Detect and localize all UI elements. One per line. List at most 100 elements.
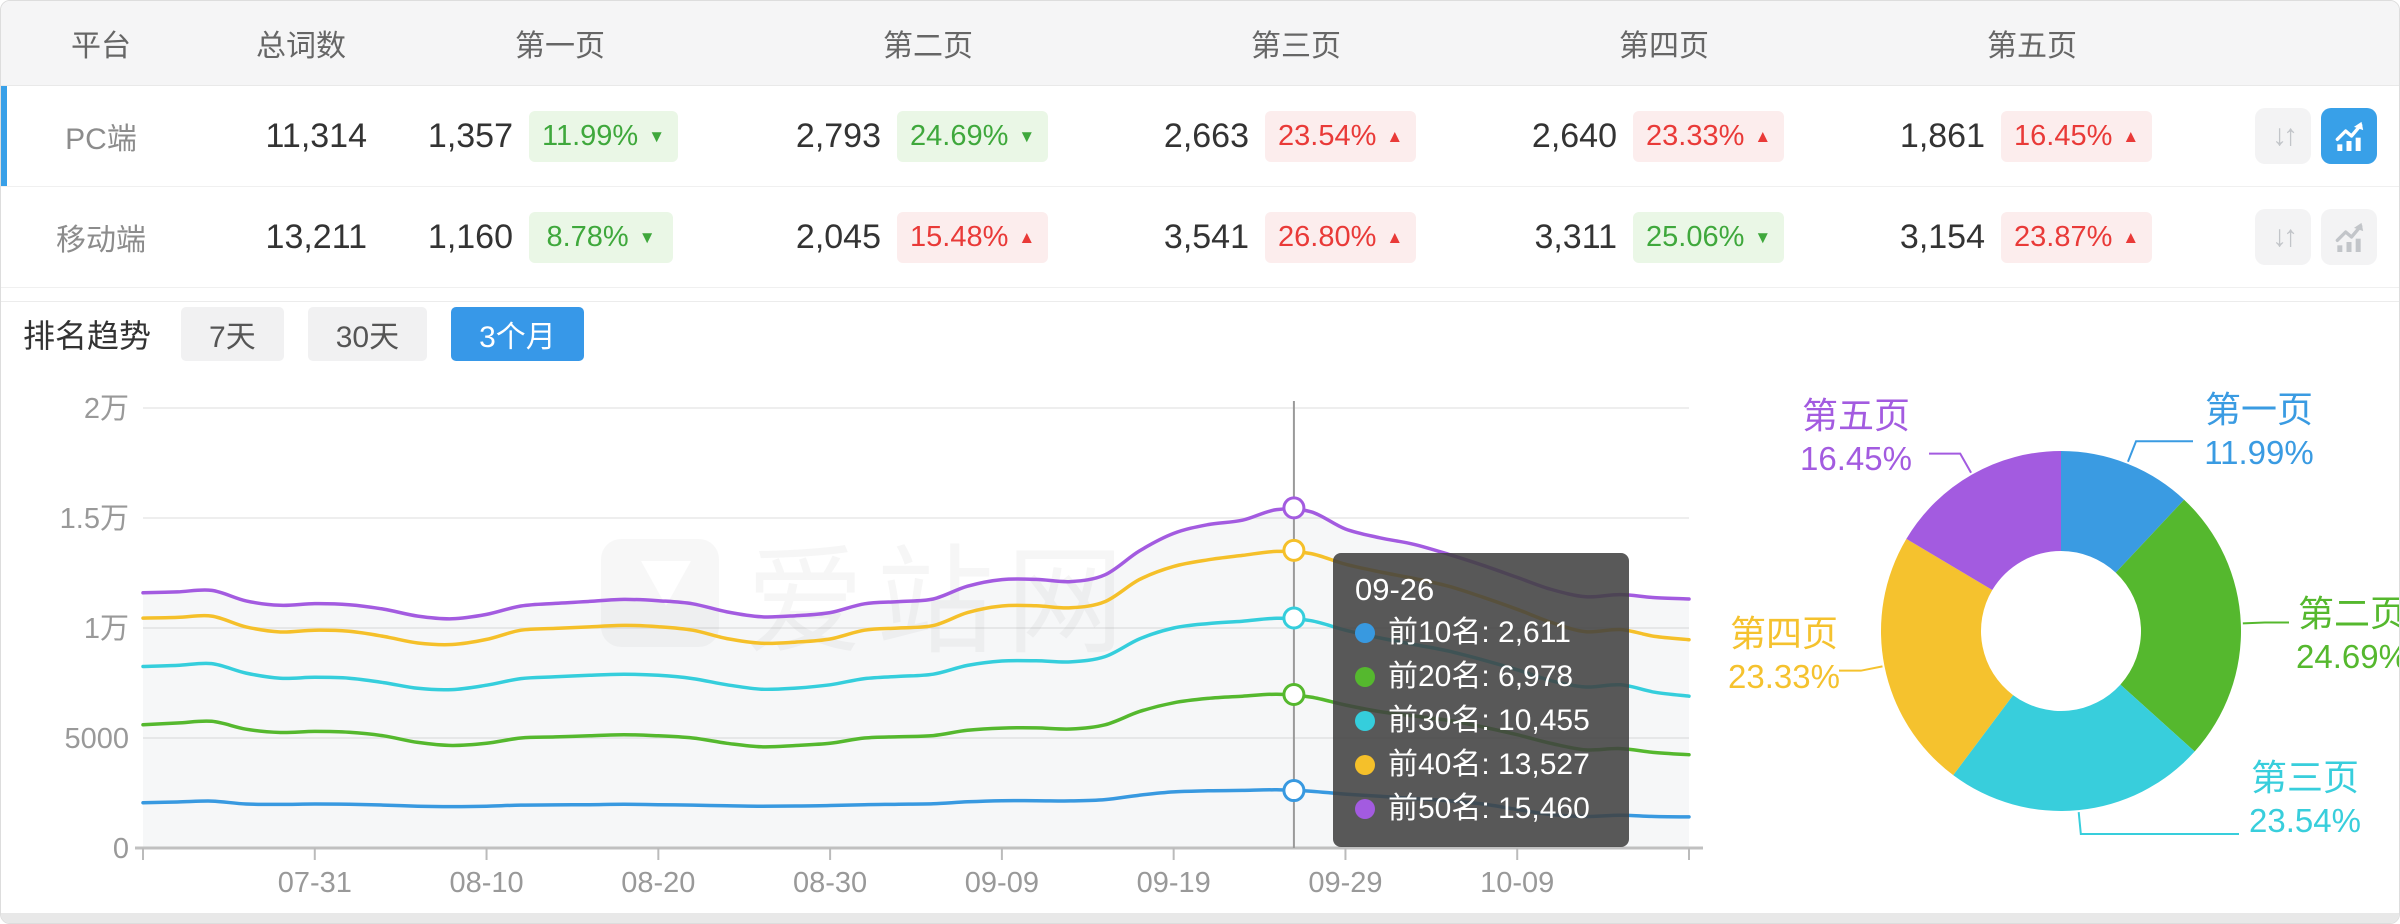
platform-label: PC端 <box>65 123 137 156</box>
series-dot-top20 <box>1355 667 1375 687</box>
total-words-value: 11,314 <box>265 116 367 155</box>
page3-change-badge: 26.80% ▲ <box>1265 211 1417 263</box>
tab-3-months[interactable]: 3个月 <box>451 306 584 361</box>
table-row-pc[interactable]: PC端 11,314 1,357 11.99% ▼ 2,793 24.69% ▼ 2… <box>1 86 2399 187</box>
y-axis-tick-label: 1.5万 <box>60 503 129 535</box>
donut-slice-第二页[interactable] <box>2115 499 2241 752</box>
col-header-page1: 第一页 <box>515 30 605 63</box>
x-axis-tick-label: 08-30 <box>793 867 867 899</box>
page3-count: 2,663 <box>1163 116 1249 155</box>
page4-count: 3,311 <box>1534 217 1617 256</box>
watermark-logo <box>601 539 719 647</box>
trend-arrow-icon: ▼ <box>1018 126 1036 146</box>
trend-arrow-icon: ▲ <box>1018 227 1036 247</box>
col-header-page5: 第五页 <box>1987 30 2077 63</box>
series-dot-top30 <box>1355 711 1375 731</box>
trend-chart-icon <box>2335 121 2364 151</box>
col-header-page3: 第三页 <box>1251 30 1341 63</box>
highlight-marker <box>1282 682 1306 706</box>
donut-label-第五页: 第五页 16.45% <box>1789 393 1923 479</box>
donut-label-name: 第四页 <box>1729 613 1838 654</box>
total-words-value: 13,211 <box>265 217 367 256</box>
donut-label-percent: 11.99% <box>2204 434 2314 471</box>
chart-tooltip: 09-26 前10名: 2,611 前20名: 6,978 前30名: 10,4… <box>1333 553 1629 847</box>
y-axis-tick-label: 1万 <box>84 613 129 645</box>
page3-cell: 2,663 23.54% ▲ <box>1137 110 1505 162</box>
table-header-row: 平台 总词数 第一页 第二页 第三页 第四页 第五页 <box>1 1 2399 86</box>
donut-label-第四页: 第四页 23.33% <box>1725 611 1843 697</box>
page4-cell: 3,311 25.06% ▼ <box>1505 211 1873 263</box>
donut-label-name: 第五页 <box>1801 395 1910 436</box>
page2-cell: 2,793 24.69% ▼ <box>769 110 1137 162</box>
trend-chart-icon <box>2335 222 2364 252</box>
summary-table: 平台 总词数 第一页 第二页 第三页 第四页 第五页 PC端 11,314 1,… <box>1 1 2399 288</box>
donut-slice-第一页[interactable] <box>2061 451 2185 573</box>
table-row-mobile[interactable]: 移动端 13,211 1,160 8.78% ▼ 2,045 15.48% ▲ 3,… <box>1 187 2399 288</box>
sort-compare-button[interactable]: ↓↑ <box>2255 209 2311 265</box>
page1-cell: 1,160 8.78% ▼ <box>401 211 769 263</box>
platform-label: 移动端 <box>56 224 146 257</box>
page3-change-badge: 23.54% ▲ <box>1265 110 1417 162</box>
tab-7-days[interactable]: 7天 <box>181 306 284 361</box>
donut-label-percent: 24.69% <box>2296 638 2400 675</box>
label-leader-line <box>2127 440 2193 463</box>
sort-arrows-icon: ↓↑ <box>2272 220 2298 253</box>
page4-change-badge: 23.33% ▲ <box>1633 110 1785 162</box>
trend-arrow-icon: ▼ <box>648 126 666 146</box>
y-axis-tick-label: 0 <box>113 833 129 865</box>
series-dot-top50 <box>1355 799 1375 819</box>
donut-label-percent: 23.33% <box>1728 658 1840 695</box>
show-trend-chart-button[interactable] <box>2321 108 2377 164</box>
donut-label-第三页: 第三页 23.54% <box>2244 755 2366 841</box>
watermark-text: 爱站网 <box>746 537 1136 669</box>
tab-30-days[interactable]: 30天 <box>307 306 428 361</box>
tooltip-row-top30: 前30名: 10,455 <box>1355 699 1607 743</box>
donut-slice-第三页[interactable] <box>1953 684 2195 811</box>
trend-arrow-icon: ▲ <box>2122 227 2140 247</box>
page5-count: 1,861 <box>1899 116 1985 155</box>
trend-arrow-icon: ▼ <box>1754 227 1772 247</box>
col-header-page2: 第二页 <box>883 30 973 63</box>
page3-count: 3,541 <box>1163 217 1249 256</box>
x-axis-tick-label: 09-09 <box>965 867 1039 899</box>
tooltip-row-top10: 前10名: 2,611 <box>1355 611 1607 655</box>
page2-cell: 2,045 15.48% ▲ <box>769 211 1137 263</box>
page1-change-badge: 8.78% ▼ <box>529 211 673 263</box>
page4-change-badge: 25.06% ▼ <box>1633 211 1785 263</box>
page5-count: 3,154 <box>1899 217 1985 256</box>
page1-cell: 1,357 11.99% ▼ <box>401 110 769 162</box>
label-leader-line <box>1839 665 1883 672</box>
y-axis-tick-label: 5000 <box>64 723 129 755</box>
show-trend-chart-button[interactable] <box>2321 209 2377 265</box>
trend-section-title: 排名趋势 <box>23 317 152 354</box>
x-axis-tick-label: 07-31 <box>278 867 352 899</box>
donut-label-name: 第一页 <box>2204 389 2313 430</box>
donut-slice-第四页[interactable] <box>1881 538 2014 776</box>
page2-count: 2,045 <box>795 217 881 256</box>
donut-label-name: 第二页 <box>2297 593 2400 634</box>
highlight-marker <box>1282 538 1306 562</box>
page2-change-badge: 24.69% ▼ <box>897 110 1049 162</box>
x-axis-tick-label: 09-29 <box>1308 867 1382 899</box>
series-dot-top40 <box>1355 755 1375 775</box>
page1-count: 1,357 <box>427 116 513 155</box>
highlight-marker <box>1282 496 1306 520</box>
tooltip-date: 09-26 <box>1355 572 1435 607</box>
donut-slice-第五页[interactable] <box>1906 451 2061 591</box>
trend-arrow-icon: ▲ <box>2122 126 2140 146</box>
sort-compare-button[interactable]: ↓↑ <box>2255 108 2311 164</box>
page5-cell: 1,861 16.45% ▲ <box>1873 110 2241 162</box>
label-leader-line <box>1929 452 1972 474</box>
trend-arrow-icon: ▼ <box>638 227 656 247</box>
page-distribution-donut-chart[interactable] <box>1701 381 2400 924</box>
x-axis-tick-label: 08-10 <box>449 867 523 899</box>
trend-arrow-icon: ▲ <box>1386 227 1404 247</box>
donut-label-percent: 23.54% <box>2249 802 2361 839</box>
label-leader-line <box>2077 812 2239 836</box>
x-axis-tick-label: 08-20 <box>621 867 695 899</box>
tooltip-row-top50: 前50名: 15,460 <box>1355 787 1607 831</box>
tooltip-row-top20: 前20名: 6,978 <box>1355 655 1607 699</box>
page5-change-badge: 16.45% ▲ <box>2001 110 2153 162</box>
tooltip-row-top40: 前40名: 13,527 <box>1355 743 1607 787</box>
